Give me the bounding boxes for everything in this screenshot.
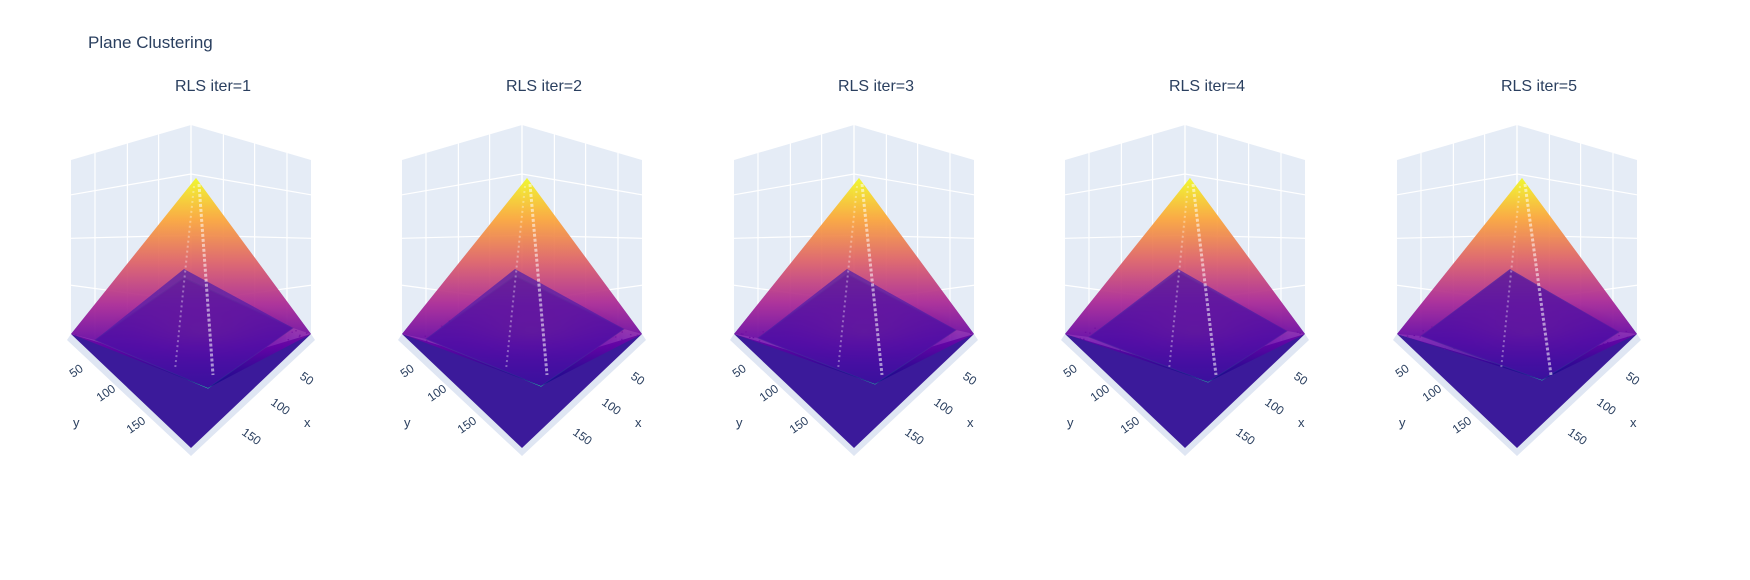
x-tick-label: 100: [268, 395, 293, 418]
x-tick-label: 100: [931, 395, 956, 418]
y-tick-label: 50: [730, 361, 749, 380]
grid-line: [1184, 173, 1306, 196]
ridge-line: [1523, 183, 1553, 376]
x-tick-label: 50: [1623, 369, 1642, 388]
y-tick-label: 150: [455, 413, 480, 436]
x-tick-label: 100: [1594, 395, 1619, 418]
y-tick-label: 50: [1393, 361, 1412, 380]
subplot-panel[interactable]: RLS iter=3 50 100 150 50 100 150 y x: [726, 70, 1026, 530]
grid-line: [190, 173, 312, 196]
inner-pyramid-top: [95, 269, 293, 388]
ridge-line: [1168, 185, 1189, 371]
ridge-line: [174, 185, 195, 371]
y-tick-label: 50: [398, 361, 417, 380]
x-tick-label: 50: [1291, 369, 1310, 388]
figure-title: Plane Clustering: [88, 33, 213, 52]
subplot-title: RLS iter=5: [1500, 78, 1578, 95]
inner-pyramid-top: [1089, 269, 1287, 382]
subplot-panel[interactable]: RLS iter=2 50 100 150 50 100 150 y x: [394, 70, 694, 530]
ridge-line: [197, 183, 215, 376]
inner-pyramid-top: [1421, 269, 1619, 380]
y-axis-label: y: [1067, 415, 1074, 430]
y-tick-label: 150: [124, 413, 149, 436]
y-axis-label: y: [736, 415, 743, 430]
x-tick-label: 100: [599, 395, 624, 418]
grid-line: [733, 173, 855, 196]
y-axis-label: y: [404, 415, 411, 430]
ridge-line: [837, 185, 858, 371]
grid-line: [401, 173, 523, 196]
grid-line: [1396, 173, 1518, 196]
subplot-panel[interactable]: RLS iter=1 50 100 150 50 100 150 y x: [63, 70, 363, 530]
y-tick-label: 150: [1450, 413, 1475, 436]
y-tick-label: 100: [757, 381, 782, 404]
x-axis-label: x: [635, 415, 642, 430]
x-tick-label: 150: [1233, 425, 1258, 448]
y-tick-label: 100: [94, 381, 119, 404]
x-tick-label: 150: [1565, 425, 1590, 448]
grid-line: [853, 173, 975, 196]
x-tick-label: 50: [960, 369, 979, 388]
subplot-title: RLS iter=2: [505, 78, 583, 95]
grid-line: [1064, 173, 1186, 196]
ridge-line: [1500, 185, 1521, 371]
y-tick-label: 100: [1420, 381, 1445, 404]
x-tick-label: 50: [297, 369, 316, 388]
ridge-line: [860, 183, 884, 376]
y-tick-label: 150: [1118, 413, 1143, 436]
subplot-panel[interactable]: RLS iter=5 50 100 150 50 100 150 y x: [1389, 70, 1689, 530]
y-tick-label: 100: [1088, 381, 1113, 404]
x-tick-label: 150: [902, 425, 927, 448]
inner-pyramid-top: [426, 269, 624, 386]
subplot-panel[interactable]: RLS iter=4 50 100 150 50 100 150 y x: [1057, 70, 1357, 530]
subplot-title: RLS iter=4: [1168, 78, 1246, 95]
grid-line: [1516, 173, 1638, 196]
x-tick-label: 50: [628, 369, 647, 388]
subplot-title: RLS iter=3: [837, 78, 915, 95]
x-tick-label: 150: [570, 425, 595, 448]
y-tick-label: 50: [1061, 361, 1080, 380]
x-axis-label: x: [967, 415, 974, 430]
inner-pyramid-top: [758, 269, 956, 384]
x-axis-label: x: [1630, 415, 1637, 430]
y-tick-label: 150: [787, 413, 812, 436]
y-axis-label: y: [73, 415, 80, 430]
grid-line: [521, 173, 643, 196]
y-tick-label: 50: [67, 361, 86, 380]
ridge-line: [528, 183, 549, 376]
x-tick-label: 150: [239, 425, 264, 448]
y-axis-label: y: [1399, 415, 1406, 430]
subplot-title: RLS iter=1: [174, 78, 252, 95]
x-axis-label: x: [1298, 415, 1305, 430]
ridge-line: [1191, 183, 1218, 376]
x-axis-label: x: [304, 415, 311, 430]
grid-line: [70, 173, 192, 196]
ridge-line: [505, 185, 526, 371]
x-tick-label: 100: [1262, 395, 1287, 418]
y-tick-label: 100: [425, 381, 450, 404]
